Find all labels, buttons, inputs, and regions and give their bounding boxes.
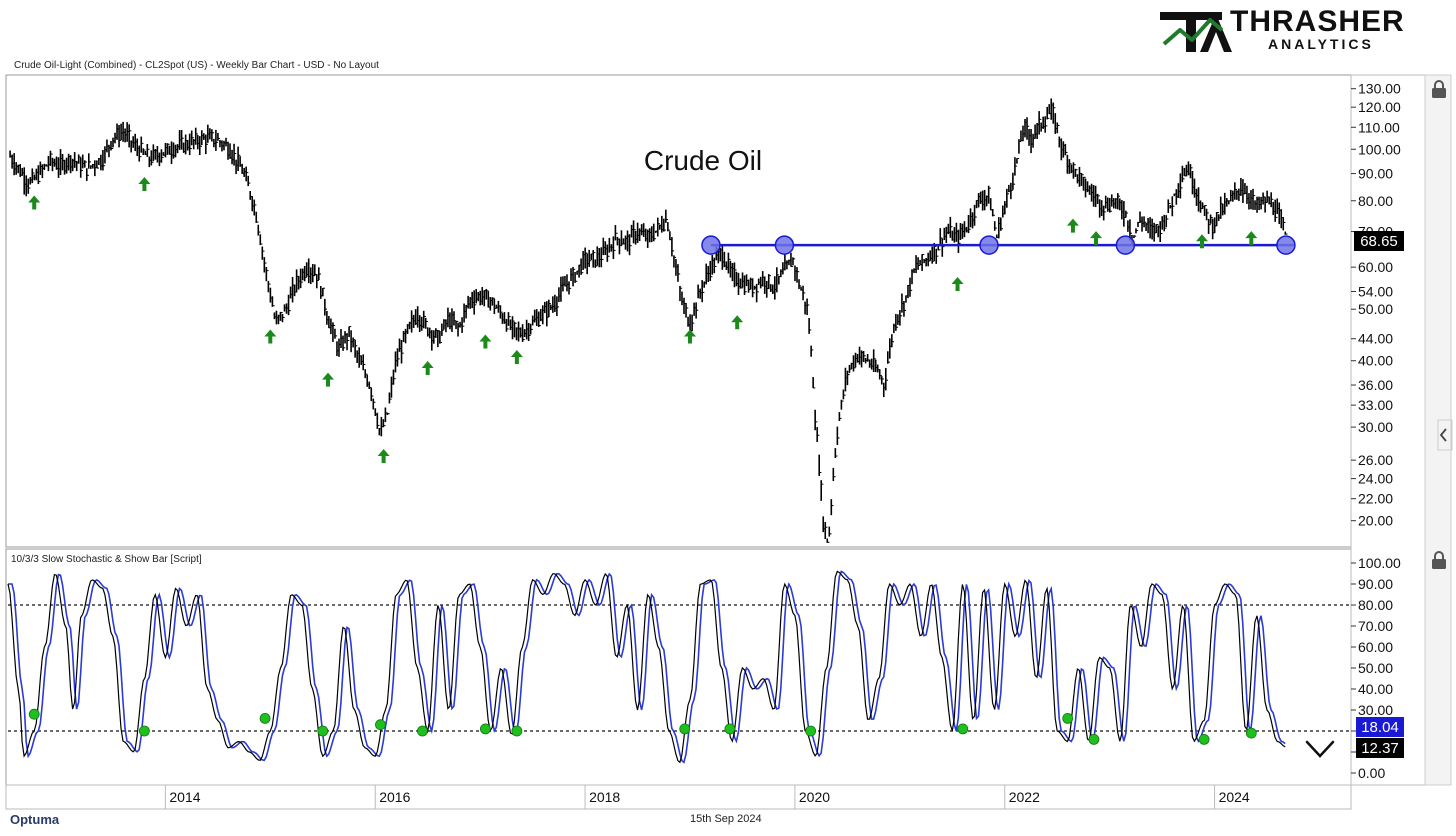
stoch-signal-dot bbox=[511, 725, 523, 737]
time-tick-label: 2022 bbox=[1009, 789, 1040, 805]
last-price-box bbox=[1354, 231, 1404, 251]
price-tick-label: 20.00 bbox=[1358, 513, 1393, 529]
up-arrow bbox=[138, 177, 151, 192]
chart-title: Crude Oil bbox=[644, 145, 762, 176]
chevron-left-icon[interactable] bbox=[1439, 428, 1447, 442]
lock-icon[interactable] bbox=[1432, 551, 1446, 569]
price-tick-label: 90.00 bbox=[1358, 166, 1393, 182]
support-touch-circle bbox=[701, 235, 721, 255]
price-tick-label: 33.00 bbox=[1358, 397, 1393, 413]
stoch-tick-label: 60.00 bbox=[1358, 639, 1393, 655]
price-tick-label: 36.00 bbox=[1358, 377, 1393, 393]
up-arrow bbox=[28, 195, 41, 210]
up-arrow bbox=[377, 449, 390, 464]
stoch-tick-label: 30.00 bbox=[1358, 702, 1393, 718]
stoch-d-value-box bbox=[1356, 738, 1404, 758]
brand-name: THRASHER bbox=[1230, 5, 1405, 38]
stoch-k-value-box bbox=[1356, 717, 1404, 737]
price-tick-label: 22.00 bbox=[1358, 491, 1393, 507]
brand-logo bbox=[1160, 12, 1232, 52]
stoch-tick-label: 90.00 bbox=[1358, 576, 1393, 592]
price-tick-label: 100.00 bbox=[1358, 141, 1401, 157]
up-arrow bbox=[1245, 231, 1258, 246]
stoch-tick-label: 70.00 bbox=[1358, 618, 1393, 634]
stoch-signal-dot bbox=[317, 725, 329, 737]
time-tick-label: 2024 bbox=[1219, 789, 1250, 805]
stoch-signal-dot bbox=[1245, 727, 1257, 739]
down-arrow-icon bbox=[1305, 740, 1335, 758]
price-tick-label: 44.00 bbox=[1358, 331, 1393, 347]
stoch-d-value-label: 12.37 bbox=[1361, 740, 1399, 757]
stoch-k-line bbox=[7, 570, 1286, 764]
support-touch-circle bbox=[979, 235, 999, 255]
price-tick-label: 24.00 bbox=[1358, 471, 1393, 487]
indicator-description: 10/3/3 Slow Stochastic & Show Bar [Scrip… bbox=[11, 554, 202, 565]
support-touch-circle bbox=[1276, 235, 1296, 255]
stoch-signal-dot bbox=[724, 723, 736, 735]
stoch-signal-dot bbox=[805, 725, 817, 737]
chart-description: Crude Oil-Light (Combined) - CL2Spot (US… bbox=[14, 60, 379, 71]
time-tick-label: 2018 bbox=[589, 789, 620, 805]
stoch-signal-dot bbox=[1198, 734, 1210, 745]
stoch-signal-dot bbox=[259, 713, 271, 724]
stoch-signal-dot bbox=[375, 719, 386, 731]
stoch-signal-dot bbox=[679, 723, 691, 735]
stoch-signal-dot bbox=[28, 708, 40, 720]
stoch-tick-label: 50.00 bbox=[1358, 660, 1393, 676]
up-arrow bbox=[683, 329, 696, 344]
stoch-signal-dot bbox=[479, 723, 491, 735]
price-tick-label: 50.00 bbox=[1358, 301, 1393, 317]
brand-subtitle: ANALYTICS bbox=[1268, 36, 1374, 52]
price-tick-label: 26.00 bbox=[1358, 452, 1393, 468]
stoch-signal-dot bbox=[1062, 713, 1074, 724]
price-tick-label: 30.00 bbox=[1358, 419, 1393, 435]
price-tick-label: 80.00 bbox=[1358, 193, 1393, 209]
stoch-signal-dot bbox=[417, 725, 428, 737]
price-tick-label: 120.00 bbox=[1358, 99, 1401, 115]
price-tick-label: 60.00 bbox=[1358, 259, 1393, 275]
up-arrow bbox=[264, 329, 277, 344]
price-tick-label: 130.00 bbox=[1358, 81, 1401, 97]
price-tick-label: 40.00 bbox=[1358, 353, 1393, 369]
vendor-logo: Optuma bbox=[10, 812, 60, 827]
footer-date: 15th Sep 2024 bbox=[690, 813, 762, 825]
up-arrow bbox=[510, 350, 523, 365]
up-arrow bbox=[1090, 231, 1103, 246]
up-arrow bbox=[421, 361, 434, 376]
price-tick-label: 110.00 bbox=[1358, 119, 1400, 135]
stoch-tick-label: 80.00 bbox=[1358, 597, 1393, 613]
stoch-signal-dot bbox=[957, 723, 969, 735]
price-tick-label: 54.00 bbox=[1358, 283, 1393, 299]
up-arrow bbox=[1195, 234, 1208, 249]
lock-icon[interactable] bbox=[1432, 80, 1446, 98]
collapse-tab[interactable] bbox=[1437, 419, 1453, 451]
time-tick-label: 2016 bbox=[379, 789, 410, 805]
time-tick-label: 2014 bbox=[169, 789, 200, 805]
up-arrow bbox=[322, 372, 335, 387]
stoch-tick-label: 40.00 bbox=[1358, 681, 1393, 697]
stoch-d-line bbox=[8, 570, 1286, 764]
stoch-signal-dot bbox=[1088, 734, 1100, 745]
up-arrow bbox=[951, 277, 964, 292]
stoch-tick-label: 0.00 bbox=[1358, 765, 1385, 781]
time-tick-label: 2020 bbox=[799, 789, 830, 805]
last-price-label: 68.65 bbox=[1360, 233, 1398, 250]
up-arrow bbox=[731, 315, 744, 330]
stoch-k-value-label: 18.04 bbox=[1361, 719, 1399, 736]
stoch-tick-label: 100.00 bbox=[1358, 555, 1401, 571]
support-touch-circle bbox=[1115, 235, 1136, 255]
up-arrow bbox=[1066, 218, 1079, 233]
stoch-signal-dot bbox=[138, 725, 150, 737]
support-touch-circle bbox=[774, 235, 795, 255]
up-arrow bbox=[479, 334, 492, 349]
time-axis-frame bbox=[5, 784, 1352, 810]
